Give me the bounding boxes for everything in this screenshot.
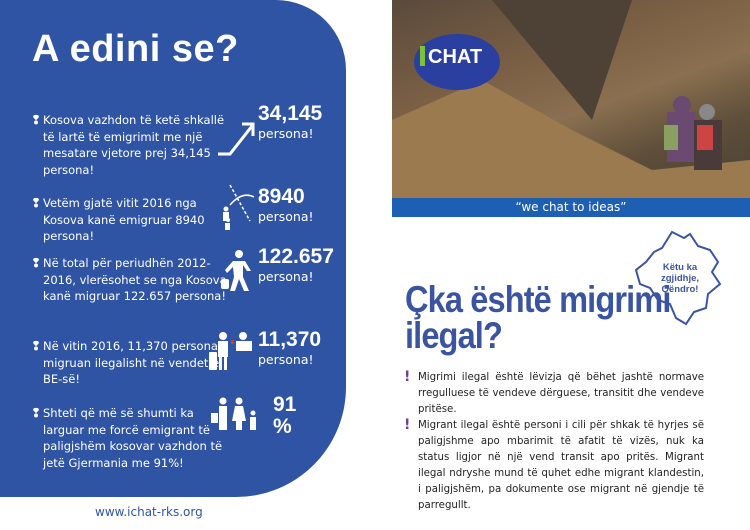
bullet-icon: ❢ (31, 113, 42, 127)
website-link[interactable]: www.ichat-rks.org (95, 505, 203, 519)
fact-text: Në total për periudhën 2012-2016, vlerës… (43, 256, 227, 303)
fact-unit: persona! (258, 269, 314, 284)
fact-number: 34,145 (258, 102, 323, 125)
fact-text: Në vitin 2016, 11,370 persona migruan il… (43, 339, 220, 386)
border-control-icon (209, 332, 252, 370)
bullet-icon: ❢ (31, 196, 42, 210)
traveler-icon (221, 250, 251, 291)
bullet-icon: ❢ (31, 339, 42, 353)
bullet-icon: ! (404, 369, 411, 385)
fact-unit: persona! (258, 352, 314, 367)
kosovo-map-icon (634, 230, 722, 326)
section-heading: Çka është migrimi ilegal? (405, 279, 671, 356)
fact-number: 91 (273, 393, 297, 416)
fact-text: Kosova vazhdon të ketë shkallë të lartë … (43, 113, 225, 177)
rising-arrow-icon (218, 122, 255, 156)
hikers-photo: CHAT (392, 0, 750, 198)
bullet-icon: ❢ (31, 406, 42, 420)
fact-unit: persona! (258, 209, 314, 224)
bullet-icon: ❢ (31, 256, 42, 270)
logo-accent (420, 46, 425, 66)
migrating-family-icon (223, 184, 255, 230)
definitions: ! Migrimi ilegal është lëvizja që bëhet j… (404, 369, 704, 514)
panel-title: A edini se? (32, 28, 239, 70)
fact-number: 122.657 (258, 245, 334, 268)
ichat-logo: CHAT (414, 34, 500, 90)
fact-unit: persona! (258, 126, 314, 141)
fact-number: 11,370 (258, 328, 322, 351)
tagline-banner: “we chat to ideas” (392, 198, 750, 217)
family-icon (211, 397, 256, 430)
paragraph: ! Migrant ilegal është personi i cili për… (404, 417, 704, 511)
fact-number: 8940 (258, 185, 305, 208)
bullet-icon: ! (404, 417, 411, 433)
map-slogan: Këtu ka zgjidhje, Qëndro! (661, 262, 699, 295)
mountain-illustration (392, 0, 750, 198)
paragraph: ! Migrimi ilegal është lëvizja që bëhet j… (404, 369, 704, 415)
fact-text: Shteti që më së shumti ka larguar me for… (43, 406, 223, 470)
fact-text: Vetëm gjatë vitit 2016 nga Kosova kanë e… (43, 196, 205, 243)
facts-panel: A edini se? ❢ Kosova vazhdon të ketë shk… (0, 0, 346, 497)
fact-unit: % (273, 415, 292, 438)
